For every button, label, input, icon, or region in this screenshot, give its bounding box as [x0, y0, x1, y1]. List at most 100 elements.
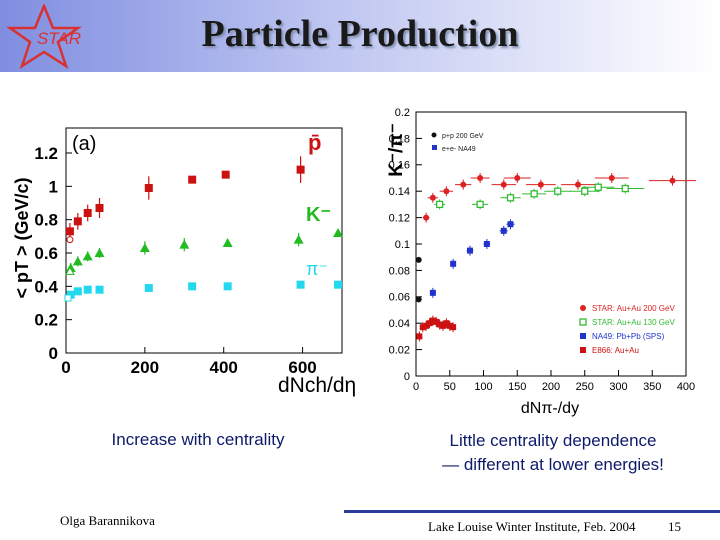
chart-b-point — [537, 181, 544, 188]
series-label-pbar: p̄ — [308, 130, 321, 155]
chart-b-point — [446, 322, 453, 329]
chart-b-point — [443, 320, 450, 327]
chart-b-point — [423, 322, 430, 329]
right-caption-line2: — different at lower energies! — [442, 455, 664, 474]
chart-b-ytick-label: 0.14 — [389, 186, 410, 198]
chart-b-ytick-label: 0.2 — [395, 107, 410, 119]
chart-b-legend: STAR: Au+Au 200 GeV STAR: Au+Au 130 GeV … — [579, 304, 675, 355]
chart-a-point — [296, 165, 305, 174]
chart-b-ylabel: K⁻/π⁻ — [386, 123, 407, 177]
chart-b-point — [483, 241, 490, 247]
chart-a-point — [188, 175, 197, 184]
chart-b-ytick-label: 0.16 — [389, 160, 410, 172]
footer-divider — [344, 510, 720, 513]
chart-b-xtick-label: 100 — [474, 381, 492, 393]
legend-entry-0: STAR: Au+Au 200 GeV — [592, 304, 675, 313]
chart-b-xtick-label: 250 — [576, 381, 594, 393]
chart-a-point — [334, 280, 343, 289]
chart-b-ytick-label: 0.04 — [389, 318, 410, 330]
chart-b-point — [450, 324, 457, 331]
chart-a-ytick-label: 0 — [49, 344, 58, 363]
chart-a-ytick-label: 1.2 — [34, 144, 58, 163]
chart-b-point — [419, 324, 426, 331]
chart-a-panel-label: (a) — [72, 133, 96, 155]
chart-b-point — [554, 187, 562, 195]
chart-b-xtick-label: 150 — [508, 381, 526, 393]
chart-a-point — [333, 228, 344, 237]
chart-b-point — [500, 181, 507, 188]
footer-conference: Lake Louise Winter Institute, Feb. 2004 — [428, 519, 636, 534]
inner-legend: p+p 200 GeV e+e- NA49 — [431, 132, 484, 153]
chart-b-axes: 0 50 100 150 200 250 300 350 400 0 0.02 0.04 0.06 0.0… — [389, 107, 696, 393]
chart-b-point — [467, 247, 473, 254]
chart-a-xtick-label: 200 — [131, 358, 159, 377]
chart-a-point — [95, 285, 104, 294]
chart-b-point — [450, 260, 457, 267]
chart-b-point — [415, 296, 422, 303]
chart-b-point — [426, 320, 433, 327]
chart-b-ytick-label: 0 — [404, 371, 410, 383]
chart-b-point — [608, 175, 615, 181]
legend-entry-3: E866: Au+Au — [592, 346, 639, 355]
chart-b-xlabel: dNπ-/dy — [521, 400, 579, 417]
chart-b-point — [581, 187, 589, 195]
star-logo: STAR — [6, 4, 82, 69]
chart-b-point — [429, 194, 436, 201]
chart-a-point — [293, 234, 304, 244]
chart-a-xlabel: dNch/dη — [278, 374, 356, 397]
chart-b-ytick-label: 0.06 — [389, 292, 410, 304]
chart-b-point — [440, 322, 446, 329]
chart-b-point — [507, 221, 514, 228]
chart-b-point — [443, 188, 450, 195]
chart-a-point — [73, 287, 82, 296]
chart-a-frame — [65, 127, 343, 354]
chart-a-point — [95, 204, 104, 212]
chart-a-ylabel: < pT > (GeV/c) — [12, 177, 32, 298]
chart-a-marks — [64, 156, 344, 302]
legend-entry-2: NA49: Pb+Pb (SPS) — [592, 332, 665, 341]
chart-a-point — [144, 284, 153, 292]
chart-b-point — [514, 175, 521, 181]
chart-a-point — [296, 280, 305, 289]
chart-b-ytick-label: 0.08 — [389, 265, 410, 277]
chart-a-ytick-label: 0.2 — [34, 311, 58, 330]
chart-a-point — [139, 243, 150, 252]
chart-a-point — [82, 251, 93, 261]
chart-a-ytick-label: 0.8 — [34, 211, 58, 230]
chart-b-point — [621, 184, 629, 193]
chart-a-xtick-label: 600 — [288, 358, 316, 377]
k-pi-ratio-chart: 0 50 100 150 200 250 300 350 400 0 0.02 0.04 0.06 0.0… — [386, 107, 697, 417]
chart-a-ytick-label: 0.6 — [34, 244, 58, 263]
chart-a-xtick-label: 400 — [210, 358, 238, 377]
series-label-kminus: K⁻ — [306, 204, 331, 226]
footer-author: Olga Barannikova — [60, 513, 155, 528]
chart-b-marks — [415, 173, 697, 342]
chart-a-point — [83, 285, 92, 294]
chart-a-point — [94, 248, 105, 257]
right-caption-line1: Little centrality dependence — [449, 431, 657, 450]
chart-b-point — [433, 318, 440, 325]
chart-b-point — [477, 175, 484, 181]
chart-b-point — [436, 321, 443, 328]
mean-pt-chart: 0 200 400 600 0 0.2 0.4 0.6 0.8 1 1.2 (a) < pT > (… — [12, 127, 356, 397]
legend-entry-1: STAR: Au+Au 130 GeV — [592, 318, 675, 327]
chart-b-ytick-label: 0.18 — [389, 133, 410, 145]
chart-a-point — [221, 170, 230, 179]
chart-a-point — [73, 217, 82, 226]
chart-a-open-point — [64, 294, 72, 302]
chart-b-point — [429, 317, 436, 324]
header-band — [0, 0, 720, 72]
chart-b-point — [594, 183, 602, 191]
chart-a-point — [222, 238, 233, 247]
chart-b-point — [530, 190, 538, 198]
chart-a-axes: 0 200 400 600 0 0.2 0.4 0.6 0.8 1 1.2 — [34, 127, 343, 377]
chart-a-point — [65, 227, 74, 236]
chart-b-xtick-label: 50 — [444, 381, 456, 393]
chart-b-point — [416, 333, 423, 340]
chart-a-point — [83, 209, 92, 217]
chart-a-ytick-label: 0.4 — [34, 277, 58, 296]
footer-page-number: 15 — [668, 519, 681, 534]
chart-b-point — [500, 227, 507, 234]
chart-b-point — [669, 177, 676, 184]
chart-b-point — [460, 181, 467, 188]
